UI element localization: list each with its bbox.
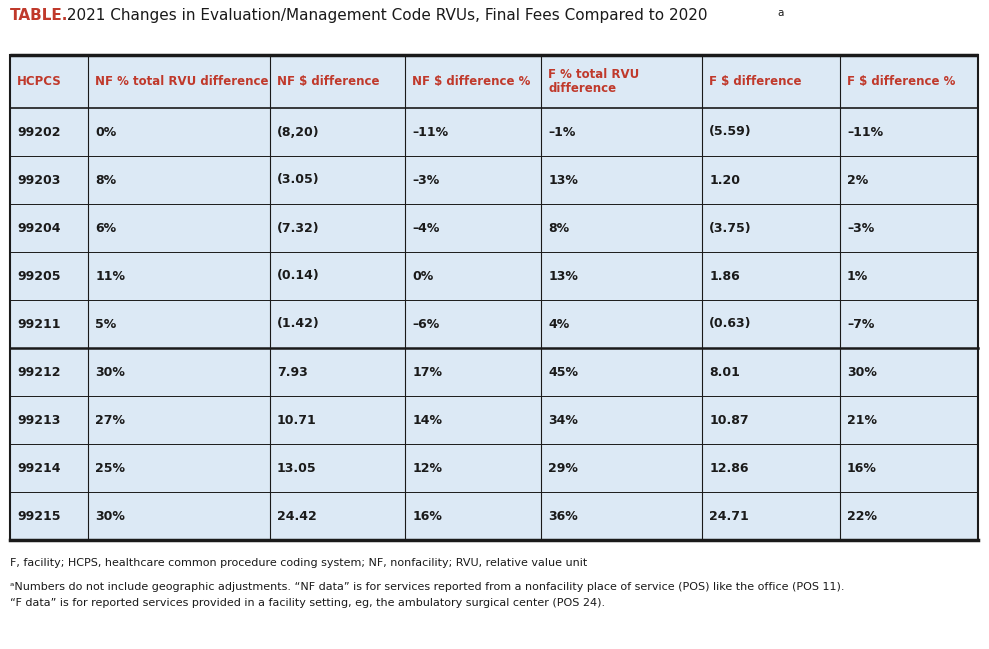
Text: 24.42: 24.42 bbox=[277, 509, 316, 522]
Text: 8%: 8% bbox=[548, 221, 570, 234]
Bar bbox=[10, 396, 978, 444]
Text: (0.14): (0.14) bbox=[277, 269, 319, 282]
Text: NF $ difference: NF $ difference bbox=[277, 75, 380, 88]
Text: 14%: 14% bbox=[412, 413, 442, 426]
Text: 30%: 30% bbox=[95, 509, 125, 522]
Bar bbox=[10, 348, 978, 396]
Text: 10.87: 10.87 bbox=[709, 413, 749, 426]
Text: (3.75): (3.75) bbox=[709, 221, 752, 234]
Text: 45%: 45% bbox=[548, 365, 579, 378]
Text: 12%: 12% bbox=[412, 461, 442, 474]
Text: 16%: 16% bbox=[412, 509, 442, 522]
Text: 99204: 99204 bbox=[17, 221, 60, 234]
Text: 5%: 5% bbox=[95, 317, 117, 330]
Text: –11%: –11% bbox=[412, 125, 449, 138]
Text: 17%: 17% bbox=[412, 365, 442, 378]
Text: –6%: –6% bbox=[412, 317, 440, 330]
Text: (8,20): (8,20) bbox=[277, 125, 319, 138]
Text: 30%: 30% bbox=[95, 365, 125, 378]
Text: 30%: 30% bbox=[847, 365, 877, 378]
Text: 99202: 99202 bbox=[17, 125, 60, 138]
Text: 27%: 27% bbox=[95, 413, 126, 426]
Text: 12.86: 12.86 bbox=[709, 461, 749, 474]
Text: 99214: 99214 bbox=[17, 461, 60, 474]
Bar bbox=[10, 300, 978, 348]
Bar bbox=[10, 252, 978, 300]
Text: 24.71: 24.71 bbox=[709, 509, 749, 522]
Text: –11%: –11% bbox=[847, 125, 883, 138]
Text: (5.59): (5.59) bbox=[709, 125, 752, 138]
Bar bbox=[10, 444, 978, 492]
Text: 13%: 13% bbox=[548, 269, 578, 282]
Text: 22%: 22% bbox=[847, 509, 877, 522]
Text: (7.32): (7.32) bbox=[277, 221, 319, 234]
Text: a: a bbox=[777, 8, 783, 18]
Text: 99203: 99203 bbox=[17, 173, 60, 186]
Bar bbox=[10, 204, 978, 252]
Text: 0%: 0% bbox=[412, 269, 434, 282]
Text: F $ difference: F $ difference bbox=[709, 75, 802, 88]
Text: –4%: –4% bbox=[412, 221, 440, 234]
Text: F % total RVU
difference: F % total RVU difference bbox=[548, 67, 639, 95]
Text: 8.01: 8.01 bbox=[709, 365, 740, 378]
Text: (0.63): (0.63) bbox=[709, 317, 752, 330]
Text: 21%: 21% bbox=[847, 413, 877, 426]
Text: “F data” is for reported services provided in a facility setting, eg, the ambula: “F data” is for reported services provid… bbox=[10, 598, 605, 608]
Text: 1.20: 1.20 bbox=[709, 173, 740, 186]
Text: F, facility; HCPS, healthcare common procedure coding system; NF, nonfacility; R: F, facility; HCPS, healthcare common pro… bbox=[10, 558, 587, 568]
Text: 2%: 2% bbox=[847, 173, 868, 186]
Bar bbox=[10, 492, 978, 540]
Text: 13.05: 13.05 bbox=[277, 461, 316, 474]
Text: 7.93: 7.93 bbox=[277, 365, 308, 378]
Text: F $ difference %: F $ difference % bbox=[847, 75, 955, 88]
Text: 16%: 16% bbox=[847, 461, 877, 474]
Text: 1.86: 1.86 bbox=[709, 269, 740, 282]
Text: 36%: 36% bbox=[548, 509, 578, 522]
Text: 29%: 29% bbox=[548, 461, 578, 474]
Bar bbox=[10, 156, 978, 204]
Bar bbox=[10, 55, 978, 108]
Text: 99213: 99213 bbox=[17, 413, 60, 426]
Text: 8%: 8% bbox=[95, 173, 117, 186]
Text: TABLE.: TABLE. bbox=[10, 8, 68, 23]
Text: (1.42): (1.42) bbox=[277, 317, 319, 330]
Text: 99215: 99215 bbox=[17, 509, 60, 522]
Text: 99212: 99212 bbox=[17, 365, 60, 378]
Text: 13%: 13% bbox=[548, 173, 578, 186]
Text: (3.05): (3.05) bbox=[277, 173, 319, 186]
Bar bbox=[10, 108, 978, 156]
Text: 34%: 34% bbox=[548, 413, 578, 426]
Text: –3%: –3% bbox=[412, 173, 440, 186]
Text: ᵃNumbers do not include geographic adjustments. “NF data” is for services report: ᵃNumbers do not include geographic adjus… bbox=[10, 582, 845, 592]
Text: 99205: 99205 bbox=[17, 269, 60, 282]
Text: 99211: 99211 bbox=[17, 317, 60, 330]
Text: 25%: 25% bbox=[95, 461, 126, 474]
Text: NF $ difference %: NF $ difference % bbox=[412, 75, 531, 88]
Text: 6%: 6% bbox=[95, 221, 117, 234]
Text: –1%: –1% bbox=[548, 125, 576, 138]
Text: –7%: –7% bbox=[847, 317, 874, 330]
Text: –3%: –3% bbox=[847, 221, 874, 234]
Text: 11%: 11% bbox=[95, 269, 126, 282]
Text: 10.71: 10.71 bbox=[277, 413, 316, 426]
Text: 0%: 0% bbox=[95, 125, 117, 138]
Text: NF % total RVU difference: NF % total RVU difference bbox=[95, 75, 269, 88]
Text: 1%: 1% bbox=[847, 269, 868, 282]
Text: 4%: 4% bbox=[548, 317, 570, 330]
Text: HCPCS: HCPCS bbox=[17, 75, 61, 88]
Text: 2021 Changes in Evaluation/Management Code RVUs, Final Fees Compared to 2020: 2021 Changes in Evaluation/Management Co… bbox=[62, 8, 707, 23]
